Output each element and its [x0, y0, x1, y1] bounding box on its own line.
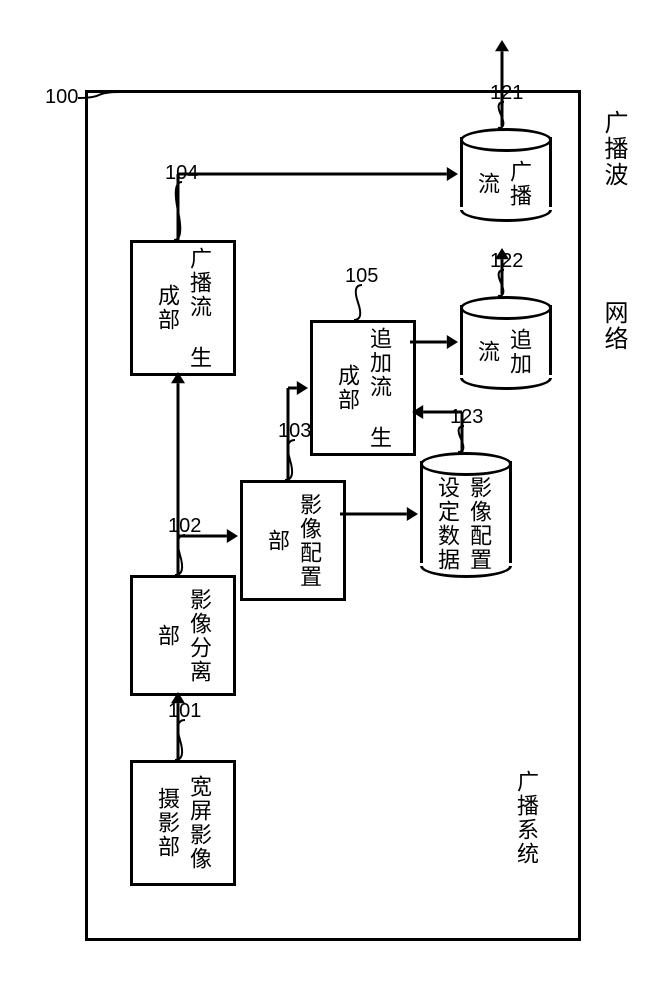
output-broadcast-label: 广播波	[596, 110, 631, 188]
diagram-canvas: 广播系统 100 宽屏影像 摄影部 101 影像分离部 102 影像配置部 10…	[0, 0, 655, 1000]
arrow-layer	[0, 0, 655, 1000]
output-network-label: 网络	[596, 300, 631, 352]
